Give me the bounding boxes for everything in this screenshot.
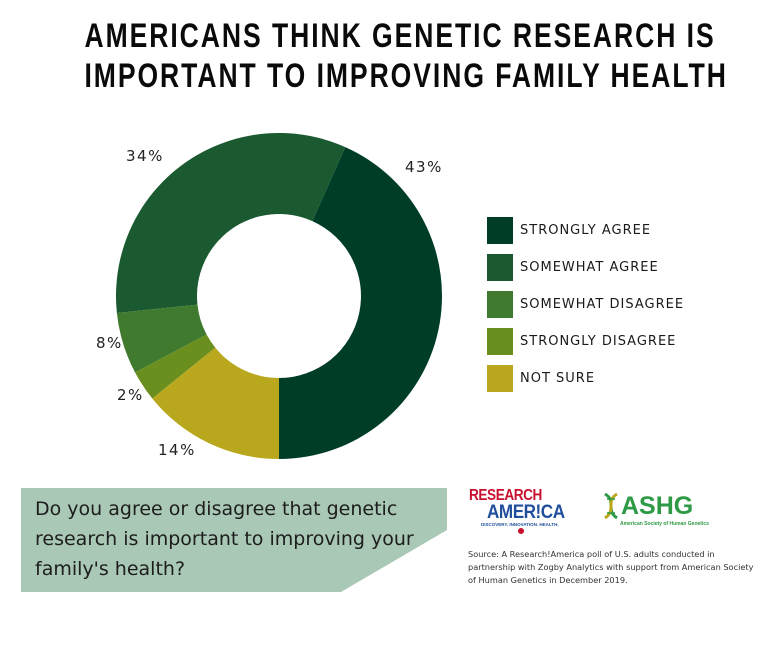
- label-somewhat-disagree: 8%: [96, 334, 123, 352]
- research-america-dot-icon: [518, 528, 524, 534]
- legend-item-strongly-disagree: STRONGLY DISAGREE: [487, 323, 684, 360]
- label-strongly-agree: 43%: [405, 158, 443, 176]
- donut-segment-strongly-disagree: [135, 334, 216, 399]
- source-note: Source: A Research!America poll of U.S. …: [468, 549, 754, 585]
- legend-label: STRONGLY DISAGREE: [520, 334, 677, 349]
- legend-item-somewhat-disagree: SOMEWHAT DISAGREE: [487, 286, 684, 323]
- dna-helix-icon: [604, 492, 618, 520]
- question-box: Do you agree or disagree that genetic re…: [21, 488, 447, 592]
- question-box-shape: [21, 488, 447, 592]
- legend-label: SOMEWHAT AGREE: [520, 260, 659, 275]
- legend-swatch: [487, 365, 513, 392]
- label-strongly-disagree: 2%: [117, 386, 144, 404]
- legend-item-not-sure: NOT SURE: [487, 360, 684, 397]
- donut-segment-not-sure: [152, 347, 279, 459]
- title-line-1: AMERICANS THINK GENETIC RESEARCH IS: [84, 17, 716, 55]
- ashg-logo: ASHG American Society of Human Genetics: [601, 492, 721, 532]
- ashg-logo-tagline: American Society of Human Genetics: [620, 521, 709, 527]
- legend-swatch: [487, 328, 513, 355]
- legend-swatch: [487, 254, 513, 281]
- donut-segment-somewhat-disagree: [116, 304, 207, 373]
- legend-label: STRONGLY AGREE: [520, 223, 652, 238]
- legend: STRONGLY AGREE SOMEWHAT AGREE SOMEWHAT D…: [487, 212, 684, 397]
- donut-segment-strongly-agree: [279, 147, 442, 459]
- research-america-logo: RESEARCH AMER!CA DISCOVERY. INNOVATION. …: [469, 487, 577, 537]
- label-somewhat-agree: 34%: [126, 147, 164, 165]
- label-not-sure: 14%: [158, 441, 196, 459]
- legend-label: NOT SURE: [520, 371, 596, 386]
- title-line-2: IMPORTANT TO IMPROVING FAMILY HEALTH: [84, 57, 728, 95]
- question-text: Do you agree or disagree that genetic re…: [35, 498, 414, 580]
- chart-title: AMERICANS THINK GENETIC RESEARCH IS IMPO…: [84, 16, 728, 96]
- legend-item-strongly-agree: STRONGLY AGREE: [487, 212, 684, 249]
- research-america-logo-line2: AMER!CA: [487, 502, 565, 523]
- legend-swatch: [487, 217, 513, 244]
- legend-item-somewhat-agree: SOMEWHAT AGREE: [487, 249, 684, 286]
- ashg-logo-text: ASHG: [621, 492, 694, 520]
- legend-label: SOMEWHAT DISAGREE: [520, 297, 685, 312]
- research-america-logo-line1: RESEARCH: [469, 487, 542, 504]
- legend-swatch: [487, 291, 513, 318]
- research-america-tagline: DISCOVERY. INNOVATION. HEALTH.: [481, 522, 559, 527]
- donut-segment-somewhat-agree: [115, 133, 346, 314]
